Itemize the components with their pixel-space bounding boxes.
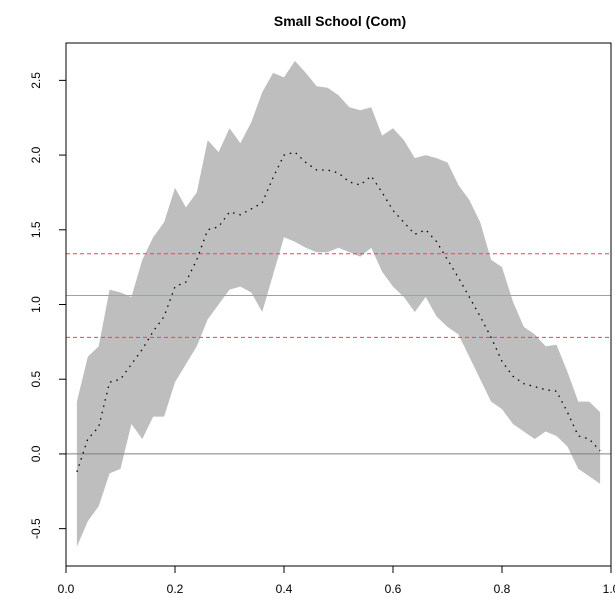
reference-lines-layer (66, 253, 611, 455)
estimate-line (76, 151, 601, 473)
y-tick-label: 2.0 (29, 146, 43, 163)
x-tick-label: 0.0 (58, 582, 75, 596)
y-tick-label: -0.5 (29, 518, 43, 539)
x-tick-label: 0.2 (167, 582, 184, 596)
confidence-band (76, 60, 601, 547)
y-tick-label: 2.5 (29, 72, 43, 89)
x-tick-label: 0.8 (494, 582, 511, 596)
x-tick-label: 1.0 (603, 582, 615, 596)
estimate-series-layer (76, 151, 601, 473)
x-axis: 0.0 0.2 0.4 0.6 0.8 1.0 (58, 565, 615, 596)
chart-title: Small School (Com) (274, 13, 406, 29)
x-tick-label: 0.4 (276, 582, 293, 596)
y-tick-label: 0.5 (29, 371, 43, 388)
x-tick-label: 0.6 (385, 582, 402, 596)
y-tick-label: 1.0 (29, 296, 43, 313)
y-axis: -0.5 0.0 0.5 1.0 1.5 2.0 2.5 (29, 72, 67, 539)
y-tick-label: 0.0 (29, 445, 43, 462)
y-tick-label: 1.5 (29, 221, 43, 238)
confidence-band-layer (76, 60, 601, 547)
